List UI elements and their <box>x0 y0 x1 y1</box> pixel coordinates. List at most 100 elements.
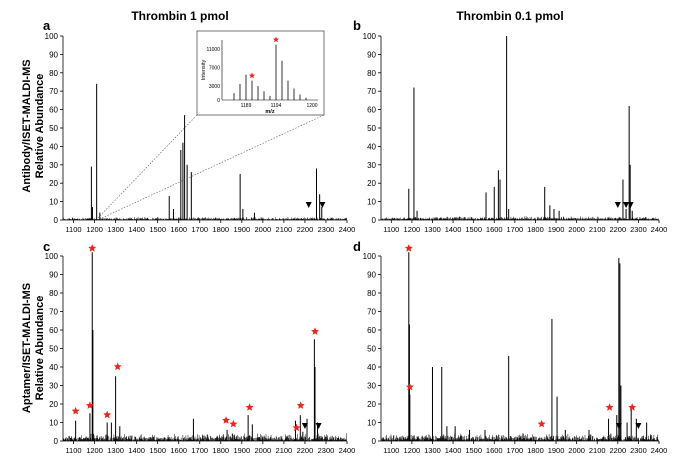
y-tick-label: 10 <box>367 198 376 207</box>
x-tick-label: 1500 <box>149 446 166 455</box>
y-tick-label: 70 <box>49 308 58 317</box>
y-tick-label: 20 <box>367 179 376 188</box>
inset-y-tick-label: 0 <box>217 98 220 104</box>
inset-y-tick-label: 7000 <box>209 66 220 72</box>
triangle-marker <box>319 202 326 208</box>
star-marker <box>292 423 301 432</box>
x-tick-label: 2400 <box>339 225 356 234</box>
y-tick-label: 80 <box>49 289 58 298</box>
x-tick-label: 1300 <box>424 446 441 455</box>
y-tick-label: 50 <box>367 345 376 354</box>
x-tick-label: 1800 <box>212 225 229 234</box>
y-tick-label: 30 <box>49 382 58 391</box>
row-label-2-line-2: Relative Abundance <box>34 296 46 401</box>
inset-star-marker <box>273 36 279 43</box>
x-tick-label: 2000 <box>568 225 585 234</box>
triangle-marker <box>301 423 308 429</box>
panel-letter: b <box>353 18 361 33</box>
triangle-marker <box>615 423 622 429</box>
star-marker <box>88 244 97 252</box>
star-marker <box>222 416 230 424</box>
y-tick-label: 70 <box>367 308 376 317</box>
x-tick-label: 1200 <box>404 446 421 455</box>
y-tick-label: 0 <box>54 216 59 225</box>
x-tick-label: 2100 <box>276 225 293 234</box>
row-label-2-line-1: Aptamer/ISET-MALDI-MS <box>21 283 33 413</box>
x-tick-label: 2400 <box>339 446 356 455</box>
y-tick-label: 30 <box>367 382 376 391</box>
x-tick-label: 1700 <box>191 446 208 455</box>
x-tick-label: 1400 <box>128 446 145 455</box>
star-marker <box>113 362 122 371</box>
y-tick-label: 50 <box>367 124 376 133</box>
y-tick-label: 0 <box>372 216 377 225</box>
baseline-noise <box>63 217 347 220</box>
inset-y-label: Intensity <box>201 60 207 81</box>
inset-y-tick-label: 3000 <box>209 84 220 90</box>
x-tick-label: 1100 <box>383 446 399 455</box>
y-tick-label: 100 <box>45 252 59 261</box>
x-tick-label: 1900 <box>233 225 250 234</box>
inset-x-label: m/z <box>265 109 274 115</box>
x-tick-label: 1800 <box>527 225 544 234</box>
x-tick-label: 2000 <box>568 446 585 455</box>
star-marker <box>537 419 546 428</box>
x-tick-label: 1200 <box>86 446 103 455</box>
y-tick-label: 100 <box>363 32 377 41</box>
y-tick-label: 100 <box>45 32 59 41</box>
x-tick-label: 1900 <box>548 225 565 234</box>
panel-letter: c <box>43 239 50 254</box>
y-tick-label: 100 <box>363 252 377 261</box>
y-tick-label: 10 <box>49 419 58 428</box>
star-marker <box>605 403 614 411</box>
row-label-1-line-1: Antibody/ISET-MALDI-MS <box>21 59 33 192</box>
x-tick-label: 2300 <box>630 225 647 234</box>
x-tick-label: 1300 <box>424 225 441 234</box>
y-tick-label: 60 <box>49 106 58 115</box>
inset-x-tick-label: 1189 <box>241 103 252 109</box>
y-tick-label: 20 <box>49 179 58 188</box>
x-tick-label: 2200 <box>297 225 314 234</box>
x-tick-label: 1400 <box>445 446 462 455</box>
y-tick-label: 90 <box>367 271 376 280</box>
spectrum-panel-d: 0 10 20 30 40 50 60 70 80 90 100 1100 1200 1300 1400 15… <box>363 244 668 455</box>
x-tick-label: 1900 <box>548 446 565 455</box>
y-tick-label: 30 <box>49 161 58 170</box>
x-tick-label: 1300 <box>107 225 124 234</box>
y-tick-label: 0 <box>54 437 59 446</box>
y-tick-label: 70 <box>367 87 376 96</box>
triangle-marker <box>315 423 322 429</box>
x-tick-label: 1500 <box>149 225 166 234</box>
column-title-1: Thrombin 1 pmol <box>131 9 228 23</box>
y-tick-label: 10 <box>49 198 58 207</box>
x-tick-label: 1900 <box>233 446 250 455</box>
y-tick-label: 40 <box>367 363 376 372</box>
x-tick-label: 1100 <box>65 446 81 455</box>
baseline-noise <box>63 433 347 441</box>
x-tick-label: 1700 <box>191 225 208 234</box>
y-tick-label: 40 <box>367 142 376 151</box>
x-tick-label: 2400 <box>651 446 668 455</box>
x-tick-label: 1700 <box>507 446 524 455</box>
y-tick-label: 60 <box>367 326 376 335</box>
x-tick-label: 1300 <box>107 446 124 455</box>
x-tick-label: 1600 <box>170 446 187 455</box>
y-tick-label: 50 <box>49 124 58 133</box>
spectrum-panel-a: 0 10 20 30 40 50 60 70 80 90 100 1100 1200 1300 1400 15… <box>45 32 356 234</box>
y-tick-label: 80 <box>367 69 376 78</box>
triangle-marker <box>305 202 312 208</box>
x-tick-label: 1800 <box>527 446 544 455</box>
star-marker <box>311 327 319 335</box>
star-marker <box>405 382 414 391</box>
x-tick-label: 2200 <box>297 446 314 455</box>
panel-letter: a <box>43 18 51 33</box>
inset-y-tick-label: 11000 <box>206 47 220 53</box>
inset-x-tick-label: 1194 <box>271 103 282 109</box>
y-tick-label: 20 <box>49 400 58 409</box>
x-tick-label: 1600 <box>486 225 503 234</box>
y-tick-label: 40 <box>49 363 58 372</box>
baseline-noise <box>381 433 659 441</box>
star-marker <box>71 406 80 415</box>
zoom-guide-line <box>101 114 325 219</box>
star-marker <box>404 244 413 252</box>
